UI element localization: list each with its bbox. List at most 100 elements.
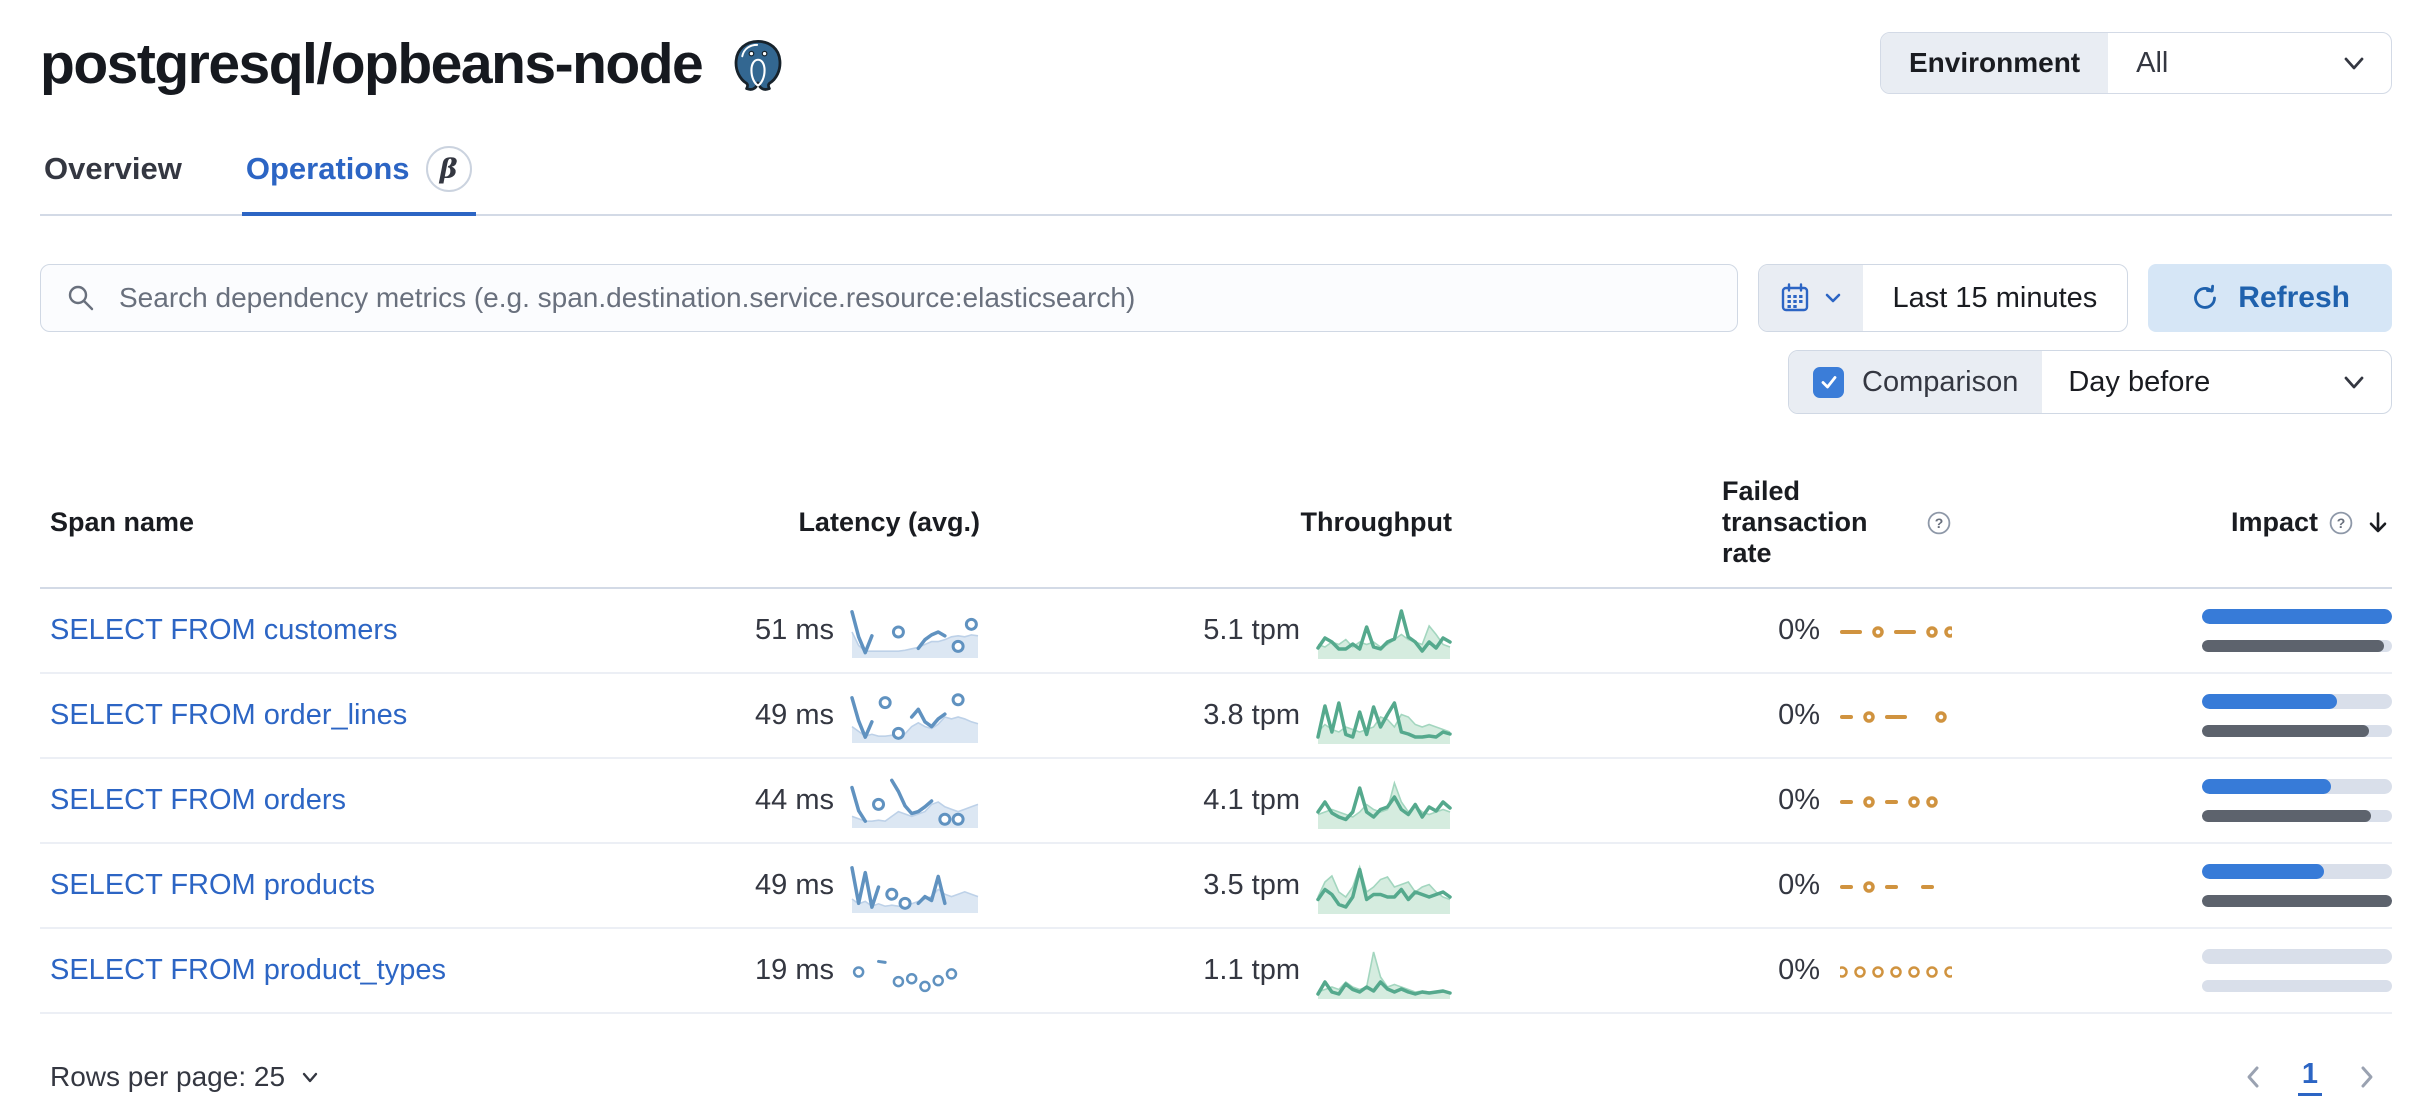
throughput-value: 1.1 tpm	[1203, 954, 1300, 986]
impact-comparison-track	[2202, 725, 2392, 737]
comparison-control: Comparison Day before	[1788, 350, 2392, 414]
impact-comparison-bar	[2202, 725, 2370, 737]
tab-bar: Overview Operations β	[40, 136, 2392, 216]
impact-bar-track	[2202, 949, 2392, 964]
impact-bar	[2202, 864, 2324, 879]
page-title: postgresql/opbeans-node	[40, 32, 704, 96]
impact-bar-track	[2202, 609, 2392, 624]
failed-rate-value: 0%	[1778, 784, 1820, 816]
impact-bar-track	[2202, 779, 2392, 794]
table-row: SELECT FROM products 49 ms 3.5 tpm 0%	[40, 844, 2392, 929]
failed-rate-sparkline	[1840, 625, 1952, 638]
impact-cell	[2202, 779, 2392, 822]
comparison-value: Day before	[2068, 365, 2211, 398]
impact-comparison-track	[2202, 895, 2392, 907]
column-header-throughput[interactable]: Throughput	[1300, 507, 1452, 537]
column-header-impact[interactable]: Impact ?	[2202, 507, 2392, 538]
previous-page-icon[interactable]	[2238, 1062, 2268, 1092]
throughput-sparkline	[1316, 700, 1452, 744]
search-box	[40, 264, 1738, 332]
page-number[interactable]: 1	[2297, 1058, 2322, 1096]
environment-label: Environment	[1881, 33, 2109, 93]
chevron-down-icon	[2339, 48, 2369, 78]
impact-cell	[2202, 694, 2392, 737]
failed-rate-sparkline	[1840, 965, 1952, 978]
span-name-link[interactable]: SELECT FROM products	[50, 869, 376, 901]
impact-cell	[2202, 949, 2392, 992]
calendar-button[interactable]	[1758, 265, 1863, 331]
environment-value: All	[2136, 46, 2169, 79]
environment-select[interactable]: Environment All	[1880, 32, 2392, 94]
impact-cell	[2202, 609, 2392, 652]
rows-per-page-label: Rows per page: 25	[50, 1061, 286, 1092]
failed-rate-value: 0%	[1778, 699, 1820, 731]
info-icon[interactable]: ?	[2328, 510, 2354, 536]
failed-rate-value: 0%	[1778, 614, 1820, 646]
failed-rate-value: 0%	[1778, 954, 1820, 986]
throughput-value: 5.1 tpm	[1203, 614, 1300, 646]
search-input[interactable]	[117, 281, 1713, 315]
column-header-failed-rate[interactable]: Failed transaction rate ?	[1722, 476, 2202, 569]
span-name-link[interactable]: SELECT FROM order_lines	[50, 699, 408, 731]
table-row: SELECT FROM order_lines 49 ms 3.8 tpm 0%	[40, 674, 2392, 759]
postgresql-logo-icon	[730, 37, 786, 93]
beta-badge: β	[425, 146, 472, 192]
impact-bar	[2202, 779, 2332, 794]
sort-descending-icon	[2364, 509, 2392, 537]
span-name-link[interactable]: SELECT FROM customers	[50, 614, 398, 646]
impact-comparison-bar	[2202, 640, 2385, 652]
tab-operations[interactable]: Operations β	[241, 136, 476, 216]
latency-sparkline	[852, 959, 958, 992]
comparison-toggle[interactable]: Comparison	[1789, 351, 2043, 413]
pagination: 1	[2238, 1058, 2382, 1096]
latency-value: 49 ms	[755, 699, 834, 731]
next-page-icon[interactable]	[2352, 1062, 2382, 1092]
impact-bar-track	[2202, 694, 2392, 709]
impact-comparison-track	[2202, 640, 2392, 652]
comparison-checkbox[interactable]	[1813, 366, 1844, 398]
rows-per-page-button[interactable]: Rows per page: 25	[50, 1061, 321, 1093]
impact-bar	[2202, 609, 2392, 624]
table-body: SELECT FROM customers 51 ms 5.1 tpm 0% S…	[40, 589, 2392, 1014]
latency-sparkline	[850, 609, 979, 658]
impact-comparison-bar	[2202, 895, 2392, 907]
latency-sparkline	[850, 865, 979, 913]
throughput-value: 3.5 tpm	[1203, 869, 1300, 901]
refresh-button[interactable]: Refresh	[2148, 264, 2392, 332]
span-name-link[interactable]: SELECT FROM product_types	[50, 954, 446, 986]
info-icon[interactable]: ?	[1926, 510, 1952, 536]
latency-sparkline	[850, 778, 979, 828]
time-range-value[interactable]: Last 15 minutes	[1892, 281, 2098, 314]
failed-rate-value: 0%	[1778, 869, 1820, 901]
comparison-select[interactable]: Day before	[2042, 351, 2391, 413]
throughput-sparkline	[1316, 608, 1452, 659]
impact-comparison-track	[2202, 980, 2392, 992]
comparison-label: Comparison	[1862, 365, 2019, 398]
table-header: Span name Latency (avg.) Throughput Fail…	[40, 476, 2392, 589]
top-bar: postgresql/opbeans-node Environment All	[40, 24, 2392, 94]
calendar-chevron-down-icon	[1823, 288, 1843, 308]
table-footer: Rows per page: 25 1	[40, 1058, 2392, 1096]
operations-table: Span name Latency (avg.) Throughput Fail…	[40, 476, 2392, 1014]
latency-value: 44 ms	[755, 784, 834, 816]
failed-rate-sparkline	[1840, 795, 1938, 808]
chevron-down-icon	[299, 1066, 321, 1088]
svg-text:?: ?	[1935, 515, 1944, 531]
search-icon	[65, 282, 97, 314]
throughput-value: 3.8 tpm	[1203, 699, 1300, 731]
table-row: SELECT FROM customers 51 ms 5.1 tpm 0%	[40, 589, 2392, 674]
tab-overview[interactable]: Overview	[40, 136, 186, 216]
column-header-span-name: Span name	[50, 507, 195, 537]
latency-value: 19 ms	[755, 954, 834, 986]
latency-value: 49 ms	[755, 869, 834, 901]
svg-text:?: ?	[2337, 515, 2346, 531]
impact-bar-track	[2202, 864, 2392, 879]
impact-bar	[2202, 694, 2337, 709]
throughput-sparkline	[1316, 951, 1452, 999]
impact-cell	[2202, 864, 2392, 907]
table-row: SELECT FROM orders 44 ms 4.1 tpm 0%	[40, 759, 2392, 844]
comparison-row: Comparison Day before	[40, 350, 2392, 414]
span-name-link[interactable]: SELECT FROM orders	[50, 784, 346, 816]
column-header-latency[interactable]: Latency (avg.)	[798, 507, 980, 537]
